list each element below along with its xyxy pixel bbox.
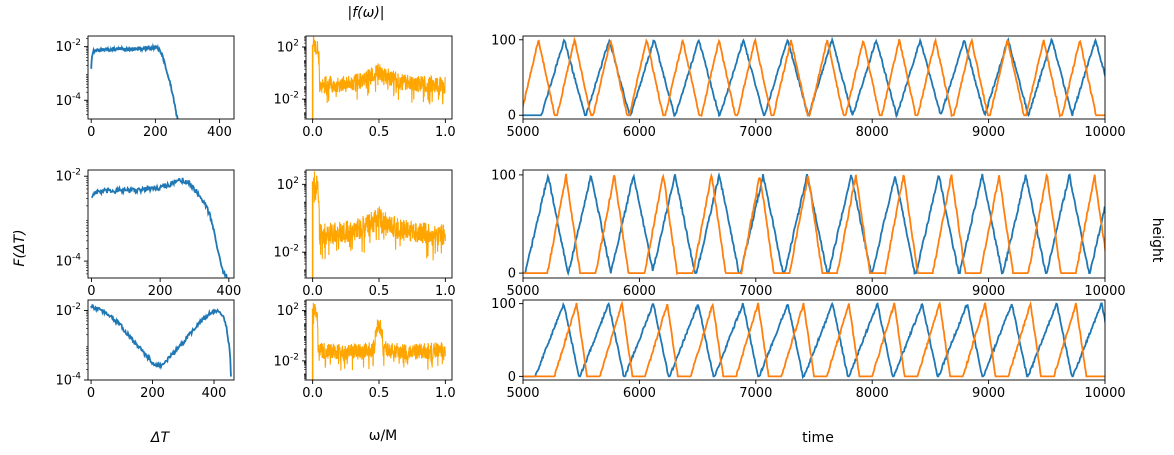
x-tick-label: 10000 <box>1084 125 1125 140</box>
series-line-0 <box>523 171 1105 277</box>
y-tick-label: 100 <box>491 168 516 183</box>
x-tick-label: 200 <box>143 125 168 140</box>
axes-frame <box>87 299 235 381</box>
y-tick-label: 0 <box>508 267 516 282</box>
x-tick-label: 0.0 <box>302 125 323 140</box>
y-tick-label: 10-2 <box>55 302 81 319</box>
distribution-line <box>91 177 230 278</box>
series-line-1 <box>523 172 1105 276</box>
x-tick-label: 200 <box>148 284 173 299</box>
x-tick-label: 10000 <box>1084 386 1125 401</box>
series-line-1 <box>523 36 1105 118</box>
x-tick-label: 400 <box>207 125 232 140</box>
x-tick-label: 0.0 <box>302 284 323 299</box>
x-tick-label: 5000 <box>506 284 539 299</box>
y-tick-label: 10-4 <box>55 92 81 109</box>
spectrum-line <box>312 36 446 105</box>
y-tick-label: 10-4 <box>55 253 81 270</box>
y-tick-label: 0 <box>508 370 516 385</box>
panel-r1-c0: 0 200 400 10-4 10-2 <box>55 168 241 299</box>
x-tick-label: 5000 <box>506 125 539 140</box>
y-tick-label: 0 <box>508 109 516 124</box>
panel-r0-c0: 0 200 400 10-4 10-2 <box>55 35 235 140</box>
x-tick-label: 0 <box>87 284 95 299</box>
x-tick-label: 6000 <box>623 284 656 299</box>
axes-frame <box>522 299 1106 381</box>
axes-frame <box>522 169 1106 279</box>
x-tick-label: 0.5 <box>369 386 390 401</box>
y-tick-label: 10-4 <box>55 372 81 389</box>
axes-frame <box>87 169 235 279</box>
y-tick-label: 102 <box>277 176 299 193</box>
x-tick-label: 400 <box>202 386 227 401</box>
panel-r1-c2: 5000 6000 7000 8000 9000 10000 0 100 <box>491 168 1126 299</box>
x-tick-label: 8000 <box>856 125 889 140</box>
x-tick-label: 0.5 <box>369 125 390 140</box>
x-tick-label: 200 <box>140 386 165 401</box>
y-tick-label: 102 <box>277 302 299 319</box>
x-tick-label: 8000 <box>856 386 889 401</box>
col1-xlabel: ΔT <box>150 430 171 446</box>
col3-xlabel: time <box>802 430 834 446</box>
x-tick-label: 7000 <box>739 284 772 299</box>
x-tick-label: 0.5 <box>369 284 390 299</box>
y-tick-label: 102 <box>277 39 299 56</box>
spectrum-line <box>312 171 446 261</box>
x-tick-label: 7000 <box>739 125 772 140</box>
panel-r2-c2: 5000 6000 7000 8000 9000 10000 0 100 <box>491 297 1126 401</box>
y-tick-label: 10-2 <box>55 168 81 185</box>
x-tick-label: 1.0 <box>435 386 456 401</box>
x-tick-label: 6000 <box>623 125 656 140</box>
panel-r1-c1: 0.0 0.5 1.0 10-2 102 <box>273 169 456 299</box>
x-tick-label: 0 <box>87 386 95 401</box>
series-line-1 <box>523 300 1105 378</box>
y-tick-label: 10-2 <box>273 91 299 108</box>
x-tick-label: 1.0 <box>435 125 456 140</box>
series-line-0 <box>523 301 1105 380</box>
x-tick-label: 6000 <box>623 386 656 401</box>
axes-frame <box>522 35 1106 120</box>
x-tick-label: 0 <box>87 125 95 140</box>
x-tick-label: 5000 <box>506 386 539 401</box>
x-tick-label: 0.0 <box>302 386 323 401</box>
panel-r0-c1: 0.0 0.5 1.0 10-2 102 <box>273 35 456 140</box>
x-tick-label: 7000 <box>739 386 772 401</box>
x-tick-label: 9000 <box>972 284 1005 299</box>
panel-r2-c0: 0 200 400 10-4 10-2 <box>55 299 235 401</box>
x-tick-label: 10000 <box>1084 284 1125 299</box>
x-tick-label: 8000 <box>856 284 889 299</box>
y-tick-label: 10-2 <box>273 352 299 369</box>
panel-r2-c1: 0.0 0.5 1.0 10-2 102 <box>273 299 456 401</box>
col1-ylabel: F(ΔT) <box>12 229 28 266</box>
axes-frame <box>305 299 453 381</box>
x-tick-label: 9000 <box>972 386 1005 401</box>
panel-r0-c2: 5000 6000 7000 8000 9000 10000 0 100 <box>491 33 1126 140</box>
distribution-line <box>90 42 179 119</box>
y-tick-label: 100 <box>491 33 516 48</box>
x-tick-label: 1.0 <box>435 284 456 299</box>
col3-ylabel: height <box>1149 218 1165 263</box>
y-tick-label: 100 <box>491 297 516 312</box>
spectrum-line <box>312 303 446 371</box>
distribution-line <box>90 303 232 377</box>
x-tick-label: 9000 <box>972 125 1005 140</box>
col2-xlabel: ω/M <box>369 428 398 444</box>
col2-title: |f(ω)| <box>347 5 384 21</box>
y-tick-label: 10-2 <box>273 244 299 261</box>
x-tick-label: 400 <box>216 284 241 299</box>
axes-frame <box>87 35 235 120</box>
y-tick-label: 10-2 <box>55 38 81 55</box>
